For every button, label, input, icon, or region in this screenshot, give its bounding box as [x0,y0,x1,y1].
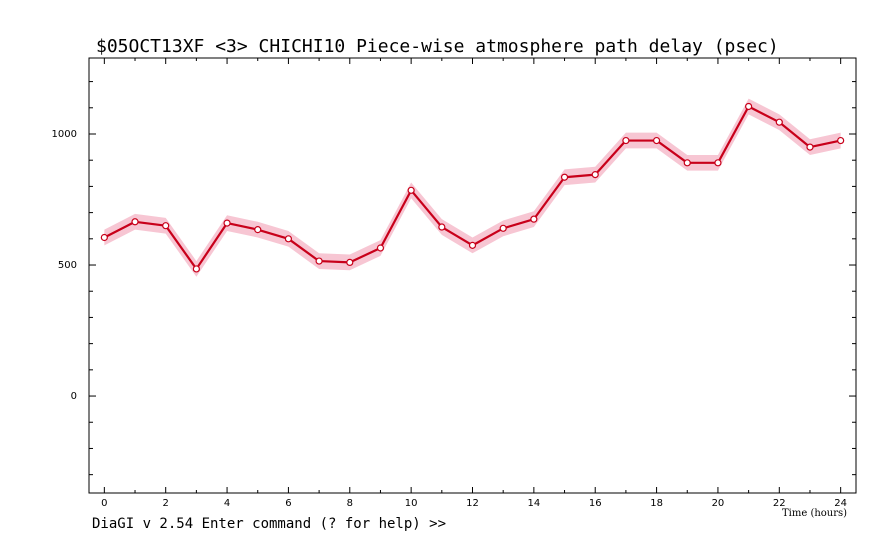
chart-title: $05OCT13XF <3> CHICHI10 Piece-wise atmos… [96,36,779,57]
data-point [346,258,354,266]
data-point [560,173,569,181]
data-point [714,159,722,167]
data-point [254,226,262,234]
marker-layer [100,102,845,273]
data-point [100,233,108,242]
x-tick-label: 14 [527,498,540,509]
y-tick-label: 1000 [52,129,77,140]
x-tick-label: 6 [285,498,291,509]
data-point [745,102,753,111]
data-point [806,143,814,151]
command-prompt[interactable]: DiaGI v 2.54 Enter command (? for help) … [92,516,446,532]
data-point [192,265,200,273]
data-point [162,222,170,230]
data-point [376,244,385,252]
data-point [622,136,630,145]
y-tick-label: 0 [71,391,77,402]
data-point [499,224,507,232]
data-point [131,218,139,226]
data-point [284,235,293,243]
x-tick-label: 24 [834,498,847,509]
x-tick-label: 0 [101,498,107,509]
data-point [837,136,845,145]
error-band-layer [104,98,841,277]
data-point [683,159,691,167]
x-tick-label: 10 [405,498,418,509]
data-point [315,257,323,265]
x-tick-label: 12 [466,498,479,509]
y-tick-label: 500 [58,260,77,271]
x-tick-label: 18 [650,498,663,509]
x-tick-label: 4 [224,498,230,509]
x-tick-label: 8 [347,498,353,509]
data-point [468,241,477,249]
x-tick-label: 2 [163,498,169,509]
data-point [591,171,599,179]
x-tick-label: 20 [712,498,725,509]
data-point [407,186,415,194]
data-point [530,215,538,223]
error-band [104,98,841,277]
x-tick-label: 22 [773,498,786,509]
data-point [438,223,446,231]
data-point [775,118,783,126]
x-axis-label: Time (hours) [782,508,847,519]
x-tick-label: 16 [589,498,602,509]
data-point [652,136,661,145]
data-point [223,219,231,227]
